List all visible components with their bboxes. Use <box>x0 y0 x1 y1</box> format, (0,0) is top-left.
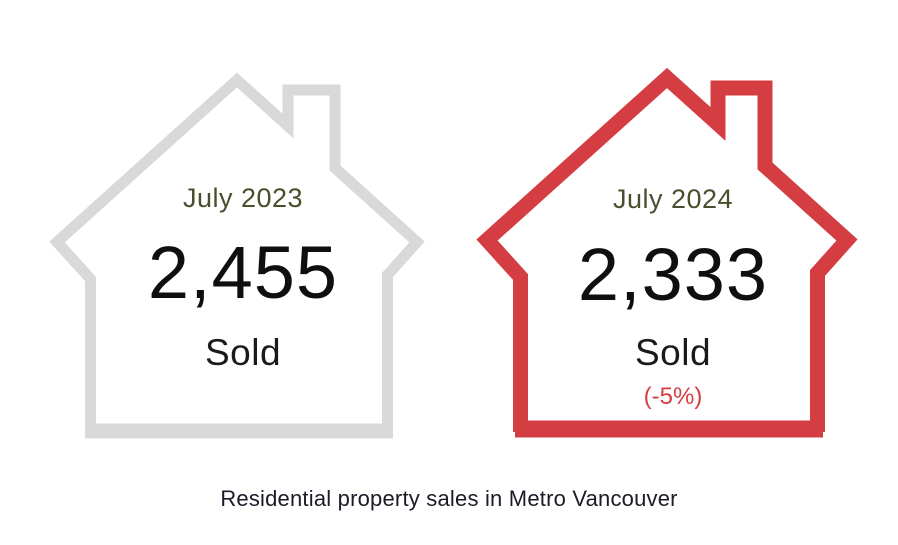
house-panel-2023: July 2023 2,455 Sold <box>33 66 453 444</box>
sold-label-2024: Sold <box>634 332 712 373</box>
sales-count-2023: 2,455 <box>147 231 339 314</box>
house-outline-path-2023 <box>49 72 425 434</box>
house-outline-path-2024 <box>476 67 858 432</box>
period-label-2024: July 2024 <box>612 184 734 214</box>
chart-caption: Residential property sales in Metro Vanc… <box>220 486 678 511</box>
sold-label-2023: Sold <box>204 332 282 373</box>
house-panel-2024: July 2024 2,333 Sold (-5%) <box>463 64 883 442</box>
percent-change-badge: (-5%) <box>643 383 703 410</box>
period-label-2023: July 2023 <box>182 183 304 213</box>
sales-count-2024: 2,333 <box>577 233 769 316</box>
house-outline-icon-2024 <box>476 67 858 438</box>
house-outline-icon-2023 <box>49 72 425 439</box>
